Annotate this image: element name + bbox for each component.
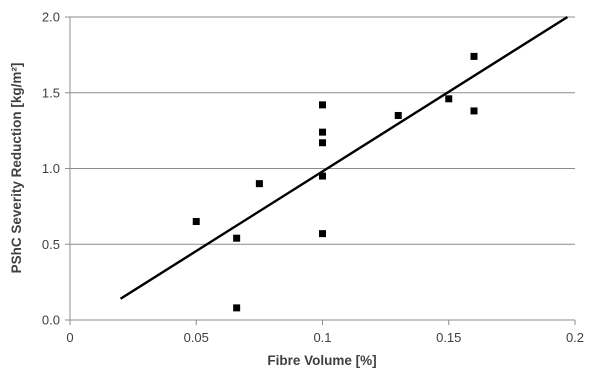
data-points [192,52,478,312]
plot-area-frame [65,16,576,325]
data-point [394,111,402,119]
data-point [233,234,241,242]
data-point [470,52,478,60]
data-point [470,107,478,115]
y-tick-label: 1.0 [42,161,60,176]
x-axis-title: Fibre Volume [%] [267,353,376,368]
data-point [319,101,326,109]
y-tick-labels: 0.0 0.5 1.0 1.5 2.0 [42,10,60,328]
y-tick-label: 0.0 [42,313,60,328]
data-point [319,172,326,180]
y-tick-label: 2.0 [42,10,60,25]
x-tick-label: 0.1 [313,330,331,345]
x-tick-label: 0.15 [436,330,461,345]
data-point [319,230,326,238]
trendline-group [119,15,569,300]
data-point [192,218,200,226]
y-tick-label: 0.5 [42,237,60,252]
x-tick-labels: 0 0.05 0.1 0.15 0.2 [66,330,584,345]
trendline [119,15,569,300]
gridlines [70,16,575,245]
data-point [255,180,263,188]
x-tick-label: 0.05 [184,330,209,345]
data-point [319,139,326,147]
data-point [445,95,453,103]
y-axis-title: PShC Severity Reduction [kg/m²] [9,63,24,274]
y-tick-label: 1.5 [42,85,60,100]
data-point [319,128,326,136]
x-tick-label: 0 [66,330,73,345]
data-point [233,304,241,312]
x-tick-label: 0.2 [566,330,584,345]
